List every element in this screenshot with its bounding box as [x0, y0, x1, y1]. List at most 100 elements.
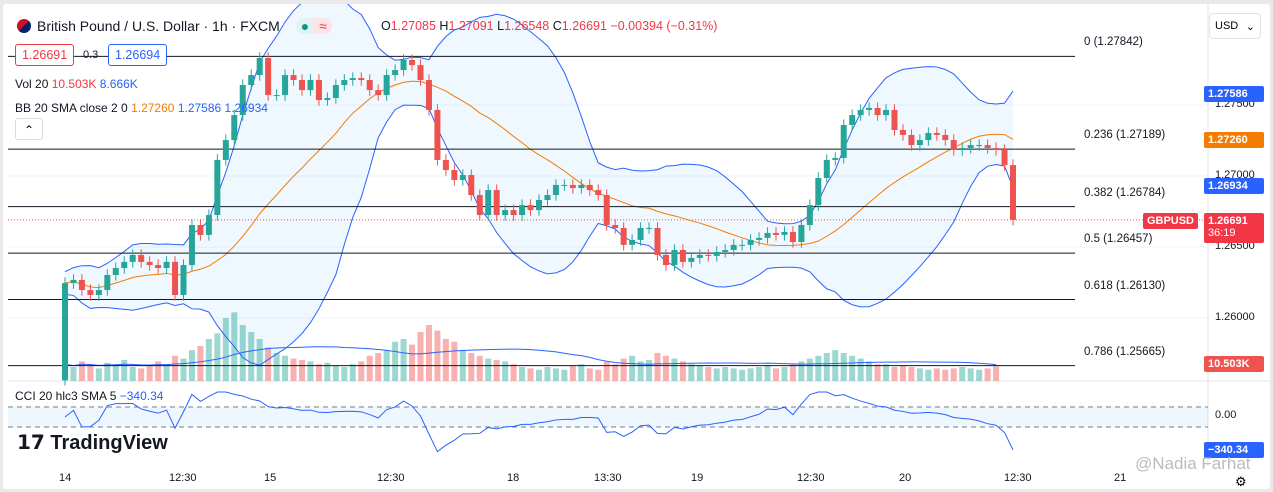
symbol-title: British Pound / U.S. Dollar · 1h · FXCM: [37, 18, 280, 34]
candle: [671, 249, 678, 266]
volume-bar: [899, 365, 906, 381]
volume-bar: [112, 364, 119, 381]
volume-ma-line: [64, 346, 997, 367]
candle: [493, 190, 500, 216]
candle: [603, 195, 610, 225]
volume-bar: [375, 353, 382, 381]
chevron-down-icon: ⌄: [1245, 21, 1255, 33]
sell-button[interactable]: 1.26691: [15, 44, 75, 66]
volume-bar: [747, 368, 754, 381]
volume-bar: [290, 358, 297, 381]
volume-bar: [104, 362, 111, 381]
volume-bar: [993, 366, 1000, 381]
time-tick: 12:30: [377, 472, 405, 484]
volume-bar: [756, 367, 763, 381]
volume-bar: [722, 367, 729, 381]
buy-button[interactable]: 1.26694: [108, 44, 168, 66]
candle: [756, 237, 763, 240]
volume-bar: [544, 367, 551, 381]
candle: [172, 261, 179, 295]
candle: [773, 232, 779, 235]
candle: [256, 57, 263, 76]
candle: [866, 107, 873, 110]
chart-canvas[interactable]: [3, 4, 1270, 489]
candle: [883, 109, 890, 116]
candle: [112, 268, 119, 275]
candle: [612, 224, 619, 228]
chart-frame: British Pound / U.S. Dollar · 1h · FXCM …: [3, 4, 1270, 489]
candle: [214, 159, 221, 216]
candle: [205, 215, 212, 235]
fib-level-label: 0.618 (1.26130): [1084, 279, 1166, 292]
volume-bar: [332, 365, 339, 381]
volume-bar: [866, 361, 873, 381]
candle: [908, 134, 915, 146]
volume-bar: [527, 368, 534, 381]
bb-legend[interactable]: BB 20 SMA close 2 0 1.27260 1.27586 1.26…: [15, 101, 268, 115]
status-indicator: ● ≈: [295, 18, 332, 34]
candle: [544, 195, 551, 200]
symbol-label: GBPUSD: [1142, 212, 1198, 229]
candle: [383, 75, 390, 96]
volume-bar: [129, 367, 136, 381]
candle: [434, 109, 441, 160]
candle: [595, 190, 602, 196]
candle: [891, 109, 898, 130]
candle: [840, 125, 847, 158]
candle: [468, 175, 475, 196]
candle: [349, 78, 356, 81]
currency-select[interactable]: USD ⌄: [1209, 13, 1261, 39]
volume-bar: [773, 368, 779, 381]
fib-level-label: 0.236 (1.27189): [1084, 129, 1166, 142]
candle: [967, 145, 974, 149]
candle: [925, 132, 932, 141]
candle: [662, 254, 669, 266]
volume-bar: [815, 355, 822, 381]
volume-bar: [849, 355, 856, 381]
watermark: @Nadia Farhat: [1135, 454, 1251, 473]
volume-bar: [409, 344, 416, 381]
candle: [993, 148, 1000, 151]
volume-bar: [671, 358, 678, 381]
cci-price-label: −340.34: [1204, 442, 1264, 458]
volume-price-label: 10.503K: [1204, 356, 1264, 372]
candle: [332, 84, 339, 99]
candle: [679, 249, 686, 262]
candle: [857, 109, 864, 116]
collapse-legend-button[interactable]: ⌃: [15, 118, 43, 140]
candle: [163, 261, 170, 269]
candle: [188, 224, 195, 266]
candle: [705, 254, 712, 256]
volume-legend[interactable]: Vol 20 10.503K 8.666K: [15, 77, 138, 91]
tradingview-logo[interactable]: 𝟭𝟳 TradingView: [17, 432, 168, 454]
volume-bar: [789, 364, 796, 381]
volume-bar: [654, 353, 661, 381]
candle: [129, 254, 136, 262]
candle: [713, 251, 720, 256]
candle: [849, 115, 856, 126]
spread: 0.3: [83, 49, 99, 61]
candle: [916, 140, 923, 146]
candle: [409, 59, 416, 66]
candle: [688, 257, 695, 262]
time-tick: 13:30: [594, 472, 622, 484]
fib-level-label: 0.382 (1.26784): [1084, 186, 1166, 199]
cci-legend[interactable]: CCI 20 hlc3 SMA 5 −340.34: [15, 389, 164, 403]
volume-bar: [366, 355, 373, 381]
candle: [832, 157, 839, 160]
symbol-header[interactable]: British Pound / U.S. Dollar · 1h · FXCM …: [17, 18, 332, 34]
volume-bar: [637, 361, 644, 381]
volume-bar: [78, 361, 85, 381]
candle: [146, 261, 153, 266]
candle: [874, 107, 881, 116]
volume-bar: [70, 367, 77, 381]
volume-bar: [95, 368, 102, 381]
candle: [806, 205, 813, 225]
settings-icon[interactable]: ⚙: [1235, 474, 1247, 489]
volume-bar: [146, 365, 153, 381]
volume-bar: [341, 367, 348, 381]
candle: [933, 132, 940, 135]
candle: [299, 80, 305, 91]
candle: [696, 254, 703, 258]
volume-bar: [358, 361, 365, 381]
